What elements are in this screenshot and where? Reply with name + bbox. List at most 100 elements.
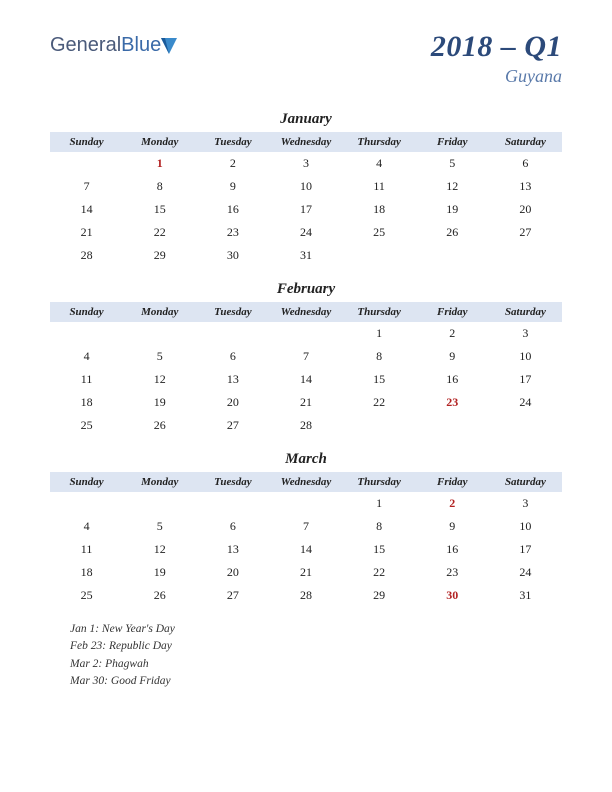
calendar-row: 123 [50, 322, 562, 345]
calendar-cell: 30 [416, 584, 489, 607]
calendar-cell: 15 [343, 538, 416, 561]
calendar-cell: 4 [50, 345, 123, 368]
calendar-cell: 1 [343, 492, 416, 515]
title-block: 2018 – Q1 Guyana [431, 30, 562, 87]
calendar-cell: 12 [123, 538, 196, 561]
day-header: Saturday [489, 132, 562, 152]
day-header: Thursday [343, 132, 416, 152]
calendar-cell: 18 [50, 391, 123, 414]
calendar-cell: 26 [123, 414, 196, 437]
day-header: Sunday [50, 302, 123, 322]
calendar-cell [343, 414, 416, 437]
calendar-cell: 13 [489, 175, 562, 198]
calendar-row: 25262728 [50, 414, 562, 437]
calendar-cell: 5 [416, 152, 489, 175]
calendar-cell: 10 [489, 345, 562, 368]
calendar-cell: 23 [416, 561, 489, 584]
calendar-cell: 15 [343, 368, 416, 391]
month-block: February SundayMondayTuesdayWednesdayThur… [50, 281, 562, 437]
calendar-cell: 29 [343, 584, 416, 607]
calendar-cell: 25 [50, 584, 123, 607]
calendar-table: SundayMondayTuesdayWednesdayThursdayFrid… [50, 302, 562, 437]
calendar-cell: 9 [416, 515, 489, 538]
calendar-cell: 2 [416, 492, 489, 515]
calendar-row: 18192021222324 [50, 391, 562, 414]
calendar-cell: 13 [196, 538, 269, 561]
calendar-cell: 3 [269, 152, 342, 175]
day-header: Tuesday [196, 302, 269, 322]
calendar-cell [123, 322, 196, 345]
calendar-cell: 10 [489, 515, 562, 538]
calendar-cell: 17 [489, 368, 562, 391]
calendar-cell: 2 [416, 322, 489, 345]
logo-word-blue: Blue [121, 34, 161, 56]
month-name: March [50, 451, 562, 468]
holiday-item: Feb 23: Republic Day [70, 638, 562, 655]
calendar-row: 78910111213 [50, 175, 562, 198]
logo-text: GeneralBlue [50, 34, 161, 57]
calendar-cell: 16 [196, 198, 269, 221]
month-block: MarchSundayMondayTuesdayWednesdayThursda… [50, 451, 562, 607]
logo: GeneralBlue [50, 34, 179, 57]
calendar-cell: 26 [123, 584, 196, 607]
calendar-cell: 23 [196, 221, 269, 244]
calendar-cell: 10 [269, 175, 342, 198]
calendar-cell: 1 [343, 322, 416, 345]
calendar-cell: 7 [269, 515, 342, 538]
calendar-cell: 28 [50, 244, 123, 267]
calendar-cell: 14 [269, 538, 342, 561]
calendar-cell: 22 [343, 391, 416, 414]
calendar-cell [196, 322, 269, 345]
calendar-cell [196, 492, 269, 515]
calendar-cell: 4 [343, 152, 416, 175]
calendar-cell: 27 [196, 584, 269, 607]
calendar-cell: 12 [416, 175, 489, 198]
day-header: Friday [416, 472, 489, 492]
header: GeneralBlue 2018 – Q1 Guyana [50, 30, 562, 87]
calendar-cell: 18 [343, 198, 416, 221]
calendar-cell: 22 [343, 561, 416, 584]
calendar-cell [50, 322, 123, 345]
calendar-cell: 16 [416, 368, 489, 391]
calendar-cell: 6 [489, 152, 562, 175]
calendar-cell: 13 [196, 368, 269, 391]
calendar-cell: 21 [269, 391, 342, 414]
calendar-cell: 31 [269, 244, 342, 267]
logo-word-general: General [50, 34, 121, 56]
calendar-cell: 28 [269, 414, 342, 437]
month-name: February [50, 281, 562, 298]
calendar-cell: 7 [50, 175, 123, 198]
calendar-row: 25262728293031 [50, 584, 562, 607]
calendar-cell: 27 [196, 414, 269, 437]
day-header: Thursday [343, 302, 416, 322]
calendar-cell: 20 [196, 391, 269, 414]
calendar-cell: 20 [196, 561, 269, 584]
calendar-row: 11121314151617 [50, 368, 562, 391]
calendar-cell: 28 [269, 584, 342, 607]
day-header: Friday [416, 132, 489, 152]
calendar-cell: 11 [343, 175, 416, 198]
day-header: Wednesday [269, 302, 342, 322]
calendar-cell: 8 [343, 515, 416, 538]
calendar-cell [416, 414, 489, 437]
day-header: Monday [123, 132, 196, 152]
calendar-row: 21222324252627 [50, 221, 562, 244]
calendar-cell: 4 [50, 515, 123, 538]
day-header: Saturday [489, 302, 562, 322]
calendar-cell [123, 492, 196, 515]
calendar-row: 123456 [50, 152, 562, 175]
calendar-table: SundayMondayTuesdayWednesdayThursdayFrid… [50, 132, 562, 267]
day-header: Saturday [489, 472, 562, 492]
calendar-cell: 6 [196, 515, 269, 538]
calendar-cell: 19 [123, 391, 196, 414]
calendar-cell: 18 [50, 561, 123, 584]
calendar-row: 45678910 [50, 345, 562, 368]
calendar-row: 14151617181920 [50, 198, 562, 221]
calendar-cell: 17 [489, 538, 562, 561]
calendar-cell: 17 [269, 198, 342, 221]
calendar-cell: 6 [196, 345, 269, 368]
day-header: Tuesday [196, 472, 269, 492]
quarter-title: 2018 – Q1 [431, 30, 562, 64]
calendar-cell [489, 244, 562, 267]
calendar-cell: 23 [416, 391, 489, 414]
